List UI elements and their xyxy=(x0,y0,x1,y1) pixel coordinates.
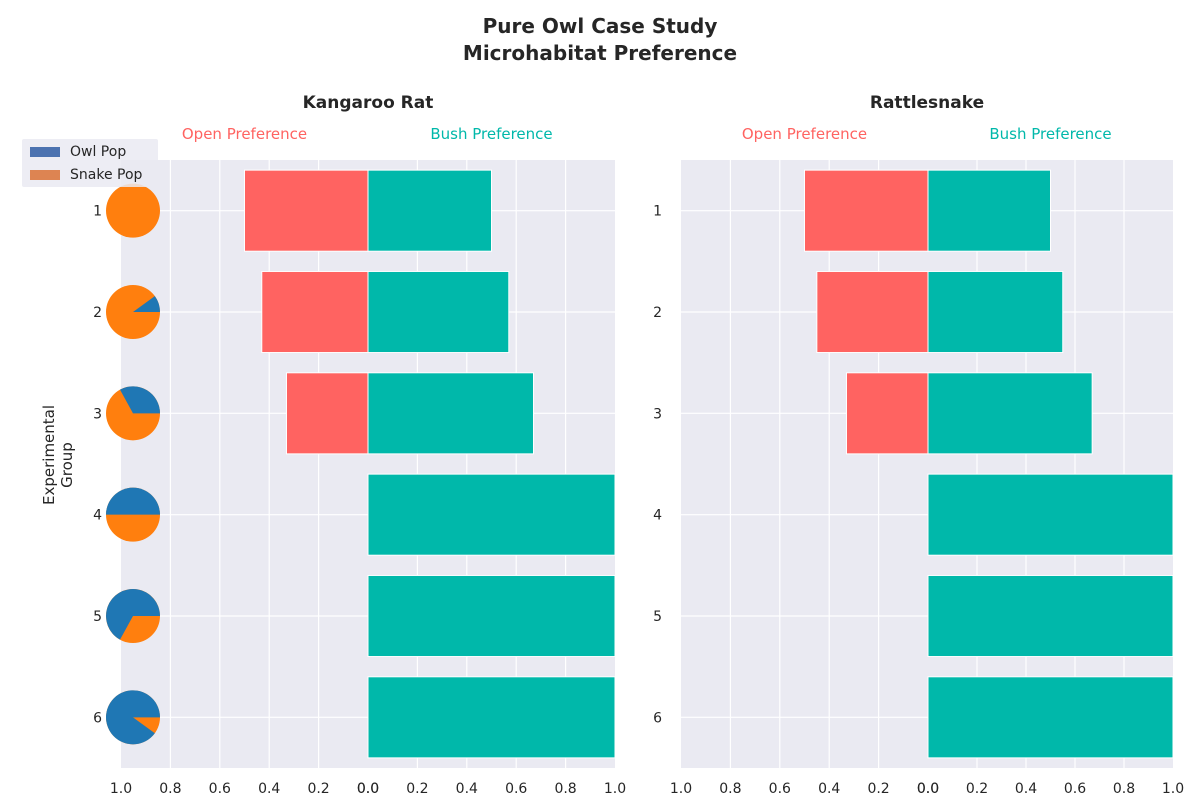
panel-2-bush-label: Bush Preference xyxy=(989,125,1111,143)
panel-2-bush-bar-5 xyxy=(927,574,1174,658)
panel-1-x-tick-right-0: 0.0 xyxy=(357,781,379,797)
panel-1-x-tick-left-1: 0.8 xyxy=(159,781,181,797)
panel-2-bush-bar-6 xyxy=(927,676,1174,759)
panel-1-bush-bar-4 xyxy=(367,473,616,556)
panel-2-x-tick-right-3: 0.6 xyxy=(1064,781,1086,797)
panel-2-x-tick-right-1: 0.2 xyxy=(966,781,988,797)
panel-2-y-tick-5: 5 xyxy=(653,609,662,625)
pie-3-owl-slice xyxy=(119,386,160,414)
pie-1-snake-slice xyxy=(106,183,160,238)
panel-2-y-tick-1: 1 xyxy=(653,204,662,220)
legend: Owl Pop Snake Pop xyxy=(22,139,158,187)
panel-2-right-bg xyxy=(928,160,1173,768)
panel-1-open-bar-2 xyxy=(261,270,369,354)
y-axis-label-line2: Group xyxy=(58,442,76,488)
panel-1-bush-bar-1 xyxy=(367,169,492,252)
panel-1-y-tick-1: 1 xyxy=(93,204,102,220)
panel-1-bush-label: Bush Preference xyxy=(430,125,552,143)
y-axis-label: Experimental Group xyxy=(40,404,76,505)
panel-1-x-tick-left-3: 0.4 xyxy=(258,781,280,797)
panel-2-x-tick-right-2: 0.4 xyxy=(1015,781,1037,797)
panel-2-bush-bar-3 xyxy=(927,372,1093,455)
panel-1-x-tick-left-2: 0.6 xyxy=(209,781,231,797)
panel-1-title: Kangaroo Rat xyxy=(303,93,434,113)
panel-2-bush-bar-1 xyxy=(927,169,1051,252)
panel-2-y-tick-3: 3 xyxy=(653,406,662,422)
panel-2-open-bar-2 xyxy=(816,270,929,354)
panel-1-x-tick-right-1: 0.2 xyxy=(406,781,428,797)
panel-1-open-label: Open Preference xyxy=(182,125,307,143)
panel-1-x-tick-left-0: 1.0 xyxy=(110,781,132,797)
legend-swatch-snake xyxy=(30,170,60,180)
panel-2-x-tick-right-4: 0.8 xyxy=(1113,781,1135,797)
panel-2-open-bar-1 xyxy=(804,169,929,252)
panel-1-bush-bar-2 xyxy=(367,270,510,354)
y-axis-label-line1: Experimental xyxy=(40,404,58,505)
panel-2-bush-bar-2 xyxy=(927,270,1064,354)
panel-1-open-bar-3 xyxy=(285,372,369,455)
panel-1-bush-bar-5 xyxy=(367,574,616,658)
panel-2-x-tick-left-2: 0.6 xyxy=(769,781,791,797)
legend-label-snake: Snake Pop xyxy=(70,167,143,183)
panel-1-x-tick-left-5: 0.0 xyxy=(357,781,379,797)
legend-item-snake: Snake Pop xyxy=(30,165,142,185)
panel-1-right-bg xyxy=(368,160,615,768)
panel-1-y-tick-4: 4 xyxy=(93,508,102,524)
chart-title-line1: Pure Owl Case Study xyxy=(482,14,718,38)
chart-title-line2: Microhabitat Preference xyxy=(462,41,738,65)
panel-2-y-tick-2: 2 xyxy=(653,305,662,321)
panel-2-x-tick-left-4: 0.2 xyxy=(867,781,889,797)
legend-label-owl: Owl Pop xyxy=(70,144,127,160)
legend-item-owl: Owl Pop xyxy=(30,142,126,162)
panel-1-x-tick-right-2: 0.4 xyxy=(456,781,478,797)
panel-1-x-tick-right-4: 0.8 xyxy=(554,781,576,797)
panel-1-bush-bar-3 xyxy=(367,372,534,455)
panel-2-title: Rattlesnake xyxy=(870,93,984,113)
pie-4-owl-slice xyxy=(106,487,160,515)
panel-2-open-bar-3 xyxy=(845,372,929,455)
panel-1-y-tick-6: 6 xyxy=(93,710,102,726)
panel-2-x-tick-left-0: 1.0 xyxy=(670,781,692,797)
panel-1-y-tick-5: 5 xyxy=(93,609,102,625)
panel-2-x-tick-left-5: 0.0 xyxy=(917,781,939,797)
pie-6-owl-slice xyxy=(106,690,160,745)
panel-2-bush-bar-4 xyxy=(927,473,1174,556)
legend-swatch-owl xyxy=(30,147,60,157)
panel-1-y-tick-2: 2 xyxy=(93,305,102,321)
panel-2-x-tick-right-5: 1.0 xyxy=(1162,781,1184,797)
pie-2-owl-slice xyxy=(133,296,160,312)
panel-1-open-bar-1 xyxy=(244,169,369,252)
panel-2-y-tick-4: 4 xyxy=(653,508,662,524)
panel-2-left-bg xyxy=(681,160,928,768)
panel-1-x-tick-right-3: 0.6 xyxy=(505,781,527,797)
panel-1-bush-bar-6 xyxy=(367,676,616,759)
pie-5-owl-slice xyxy=(106,588,160,640)
panel-2-x-tick-left-3: 0.4 xyxy=(818,781,840,797)
panel-2-x-tick-right-0: 0.0 xyxy=(917,781,939,797)
panel-1-x-tick-left-4: 0.2 xyxy=(307,781,329,797)
panel-2-y-tick-6: 6 xyxy=(653,710,662,726)
panel-2-open-label: Open Preference xyxy=(742,125,867,143)
panel-1-x-tick-right-5: 1.0 xyxy=(604,781,626,797)
panel-1-left-bg xyxy=(121,160,368,768)
panel-2-x-tick-left-1: 0.8 xyxy=(719,781,741,797)
panel-1-y-tick-3: 3 xyxy=(93,406,102,422)
